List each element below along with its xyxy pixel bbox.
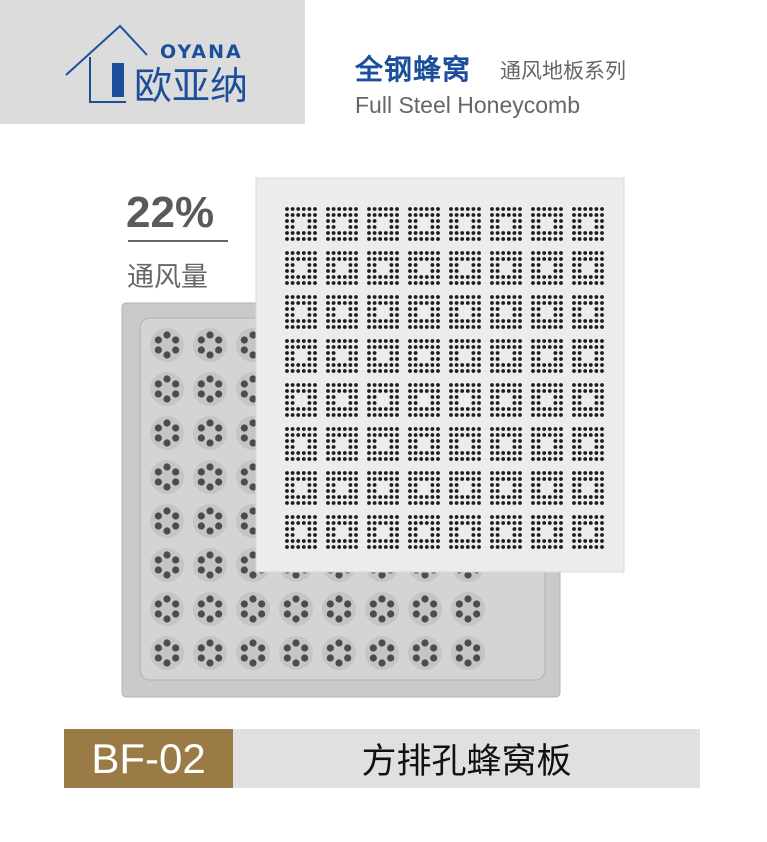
svg-text:OYANA: OYANA xyxy=(160,41,243,63)
divider xyxy=(128,240,228,242)
logo-band: OYANA 欧亚纳 xyxy=(0,0,305,124)
perforated-panel-image xyxy=(255,177,625,573)
airflow-value: 22% xyxy=(126,188,215,237)
product-code: BF-02 xyxy=(64,729,233,788)
subtitle-cn: 通风地板系列 xyxy=(500,59,626,83)
svg-text:欧亚纳: 欧亚纳 xyxy=(134,64,248,108)
brand-logo: OYANA 欧亚纳 xyxy=(65,24,248,108)
product-name: 方排孔蜂窝板 xyxy=(233,729,700,788)
airflow-label: 通风量 xyxy=(127,262,208,293)
title-cn: 全钢蜂窝 xyxy=(355,53,472,86)
title-en: Full Steel Honeycomb xyxy=(355,92,580,118)
